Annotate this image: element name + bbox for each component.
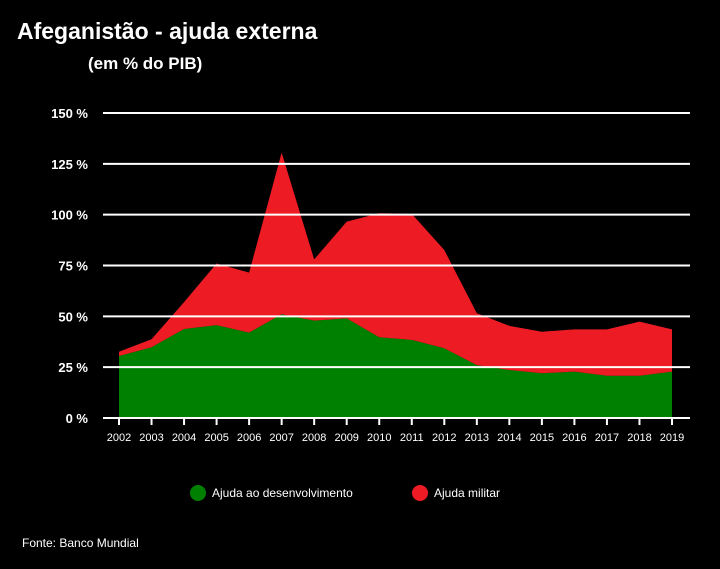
- x-tick-label: 2007: [269, 432, 293, 444]
- x-tick-label: 2019: [660, 432, 684, 444]
- x-tick-label: 2018: [627, 432, 651, 444]
- area-development: [119, 314, 672, 418]
- x-tick-label: 2013: [465, 432, 489, 444]
- y-tick-label: 100 %: [51, 208, 88, 223]
- x-tick-label: 2003: [139, 432, 163, 444]
- chart-subtitle: (em % do PIB): [88, 54, 203, 73]
- x-tick-label: 2008: [302, 432, 326, 444]
- legend-label-development: Ajuda ao desenvolvimento: [212, 486, 353, 500]
- legend-item-military: Ajuda militar: [412, 485, 500, 501]
- x-tick-label: 2009: [334, 432, 358, 444]
- y-tick-label: 125 %: [51, 157, 88, 172]
- legend-label-military: Ajuda militar: [434, 486, 501, 500]
- y-tick-label: 50 %: [58, 309, 88, 324]
- x-tick-label: 2011: [400, 432, 424, 444]
- area-military: [119, 152, 672, 376]
- x-tick-label: 2014: [497, 432, 521, 444]
- chart-title: Afeganistão - ajuda externa: [17, 18, 318, 44]
- legend-item-development: Ajuda ao desenvolvimento: [190, 485, 353, 501]
- legend-swatch-military: [412, 485, 428, 501]
- y-tick-label: 25 %: [58, 360, 88, 375]
- x-tick-label: 2004: [172, 432, 196, 444]
- x-tick-label: 2010: [367, 432, 391, 444]
- x-tick-label: 2006: [237, 432, 261, 444]
- y-tick-label: 150 %: [51, 106, 88, 121]
- y-tick-label: 0 %: [66, 411, 89, 426]
- source-note: Fonte: Banco Mundial: [22, 536, 139, 550]
- x-tick-label: 2002: [107, 432, 131, 444]
- legend-swatch-development: [190, 485, 206, 501]
- x-tick-label: 2015: [530, 432, 554, 444]
- y-tick-label: 75 %: [58, 259, 88, 274]
- x-tick-label: 2012: [432, 432, 456, 444]
- x-tick-label: 2016: [562, 432, 586, 444]
- x-tick-label: 2005: [204, 432, 228, 444]
- x-tick-label: 2017: [595, 432, 619, 444]
